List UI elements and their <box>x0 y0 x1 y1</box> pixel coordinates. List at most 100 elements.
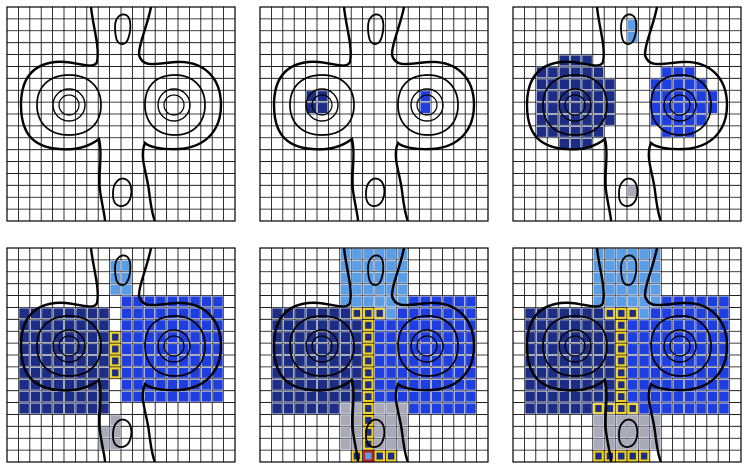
basin-cell <box>454 331 465 343</box>
basin-cell-border <box>650 390 661 403</box>
basin-cell-border <box>547 355 559 367</box>
watershed-cell-core <box>387 452 395 460</box>
basin-cell-border <box>294 355 306 367</box>
basin-cell <box>374 355 385 367</box>
basin-cell-border <box>317 307 329 320</box>
basin-cell <box>53 391 64 402</box>
basin-cell-border <box>570 66 582 79</box>
basin-cell <box>133 367 144 379</box>
basin-cell-border <box>397 367 408 379</box>
basin-cell <box>431 296 442 307</box>
basin-cell-border <box>397 260 408 272</box>
basin-cell-border <box>385 307 397 320</box>
basin-cell <box>64 319 75 331</box>
basin-cell-border <box>581 102 593 114</box>
basin-cell <box>76 367 87 379</box>
basin-cell-border <box>374 379 386 391</box>
basin-cell-border <box>627 438 639 450</box>
basin-cell-border <box>707 295 718 308</box>
basin-cell-border <box>604 307 616 320</box>
basin-cell <box>570 138 581 150</box>
basin-cell-border <box>109 283 121 296</box>
basin-cell-border <box>271 390 283 403</box>
basin-cell <box>639 308 650 319</box>
basin-cell-border <box>340 319 351 331</box>
basin-cell-border <box>547 319 559 331</box>
basin-cell-border <box>385 426 397 438</box>
basin-cell <box>582 379 593 391</box>
basin-cell <box>582 90 593 102</box>
basin-cell <box>397 379 408 391</box>
basin-cell-border <box>98 307 110 320</box>
basin-cell <box>306 391 317 402</box>
basin-cell-border <box>547 307 559 320</box>
basin-cell-border <box>695 114 707 126</box>
basin-cell <box>351 296 362 307</box>
basin-cell <box>386 403 397 414</box>
basin-cell <box>696 308 707 319</box>
basin-cell <box>673 102 684 114</box>
basin-cell <box>582 391 593 402</box>
basin-cell <box>53 403 64 414</box>
basin-cell <box>627 272 638 284</box>
basin-cell-border <box>604 319 616 331</box>
basin-cell-border <box>340 438 351 450</box>
basin-cell <box>283 367 294 379</box>
basin-cell <box>329 319 340 331</box>
basin-cell-border <box>132 331 144 343</box>
basin-cell <box>639 379 650 391</box>
basin-cell <box>53 367 64 379</box>
basin-cell <box>133 319 144 331</box>
basin-cell <box>351 438 362 450</box>
contour-ring <box>36 74 102 136</box>
basin-cell-border <box>638 438 650 450</box>
basin-cell-border <box>374 390 386 403</box>
basin-cell-border <box>374 295 386 308</box>
basin-cell <box>559 138 570 150</box>
basin-cell <box>707 403 718 414</box>
basin-cell-border <box>684 66 696 79</box>
basin-cell <box>144 367 155 379</box>
basin-cell-border <box>604 390 616 403</box>
contour-ring <box>52 329 86 363</box>
basin-cell <box>673 355 684 367</box>
basin-cell <box>351 426 362 438</box>
basin-cell-border <box>144 355 155 367</box>
basin-cell <box>317 355 328 367</box>
basin-cell <box>673 296 684 307</box>
basin-cell <box>201 308 212 319</box>
basin-cell <box>536 403 547 414</box>
basin-cell <box>98 355 109 367</box>
contour-ring <box>289 315 355 377</box>
contour-loop-bottom <box>365 177 386 207</box>
basin-cell <box>570 367 581 379</box>
basin-cell-border <box>109 426 121 438</box>
basin-cell-border <box>328 379 340 391</box>
basin-cell <box>593 343 604 355</box>
basin-cell-border <box>707 390 718 403</box>
basin-cell <box>340 296 351 307</box>
basin-cell <box>340 343 351 355</box>
basin-cell <box>570 355 581 367</box>
basin-cell-border <box>340 414 351 427</box>
basin-cell <box>570 343 581 355</box>
basin-cell <box>696 367 707 379</box>
basin-cell-border <box>189 355 201 367</box>
basin-cell-border <box>638 379 650 391</box>
basin-cell <box>351 343 362 355</box>
basin-cell <box>340 426 351 438</box>
basin-cell <box>397 391 408 402</box>
contour-ring <box>289 74 355 136</box>
basin-cell <box>351 331 362 343</box>
basin-cell <box>582 67 593 78</box>
basin-cell-border <box>707 102 718 114</box>
basin-cell <box>465 308 476 319</box>
basin-cell <box>30 379 41 391</box>
basin-cell-border <box>650 414 661 427</box>
basin-cell <box>547 319 558 331</box>
basin-cell <box>178 367 189 379</box>
basin-cell <box>547 331 558 343</box>
basin-cell-border <box>144 331 155 343</box>
basin-cell-border <box>87 379 98 391</box>
basin-cell-border <box>397 295 408 308</box>
